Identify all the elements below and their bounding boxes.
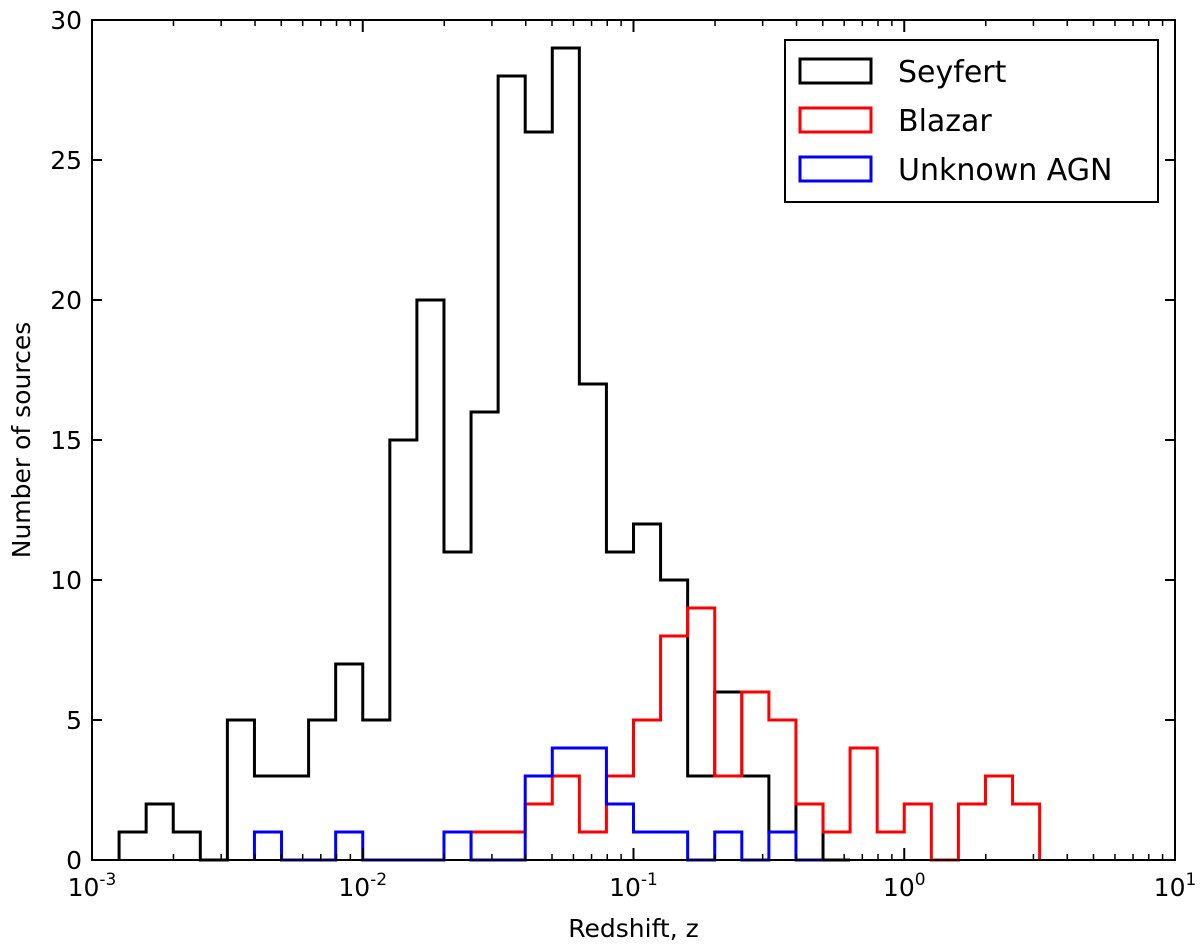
legend-swatch-unknown-agn: [798, 155, 873, 183]
y-tick-label: 15: [50, 426, 82, 455]
x-tick-label-base: 10: [1154, 873, 1186, 902]
x-tick-label-base: 10: [338, 873, 370, 902]
x-tick-label-exponent: 1: [1185, 870, 1196, 890]
x-tick-label: 10-1: [609, 870, 658, 902]
y-tick-label: 0: [66, 846, 82, 875]
y-tick-label: 5: [66, 706, 82, 735]
x-axis-label: Redshift, z: [568, 914, 699, 943]
legend-entries: Seyfert Blazar Unknown AGN: [798, 55, 1112, 188]
y-tick-label: 20: [50, 286, 82, 315]
x-tick-label: 101: [1154, 870, 1197, 902]
x-tick-label-base: 10: [883, 873, 915, 902]
x-tick-label: 100: [883, 870, 926, 902]
x-tick-label-exponent: 0: [915, 870, 926, 890]
x-tick-label-exponent: -1: [641, 870, 658, 890]
y-axis-label: Number of sources: [7, 322, 36, 558]
y-tick-label: 30: [50, 6, 82, 35]
legend-swatch-blazar: [798, 106, 873, 134]
x-tick-label-base: 10: [68, 873, 100, 902]
x-tick-label-base: 10: [609, 873, 641, 902]
x-tick-label-exponent: -2: [370, 870, 387, 890]
legend-label-blazar: Blazar: [898, 104, 992, 139]
legend-label-unknown-agn: Unknown AGN: [898, 153, 1112, 188]
series-unknown-agn-histogram: [252, 746, 824, 862]
series-blazar-histogram: [469, 606, 1042, 862]
series-seyfert-histogram: [117, 46, 851, 862]
legend-label-seyfert: Seyfert: [898, 55, 1007, 90]
y-tick-label: 25: [50, 146, 82, 175]
legend-swatch-seyfert: [798, 57, 873, 85]
x-tick-label: 10-2: [338, 870, 387, 902]
x-tick-label: 10-3: [68, 870, 117, 902]
legend-frame: [784, 39, 1159, 203]
legend: Seyfert Blazar Unknown AGN: [784, 39, 1159, 203]
x-tick-label-exponent: -3: [99, 870, 116, 890]
y-tick-label: 10: [50, 566, 82, 595]
